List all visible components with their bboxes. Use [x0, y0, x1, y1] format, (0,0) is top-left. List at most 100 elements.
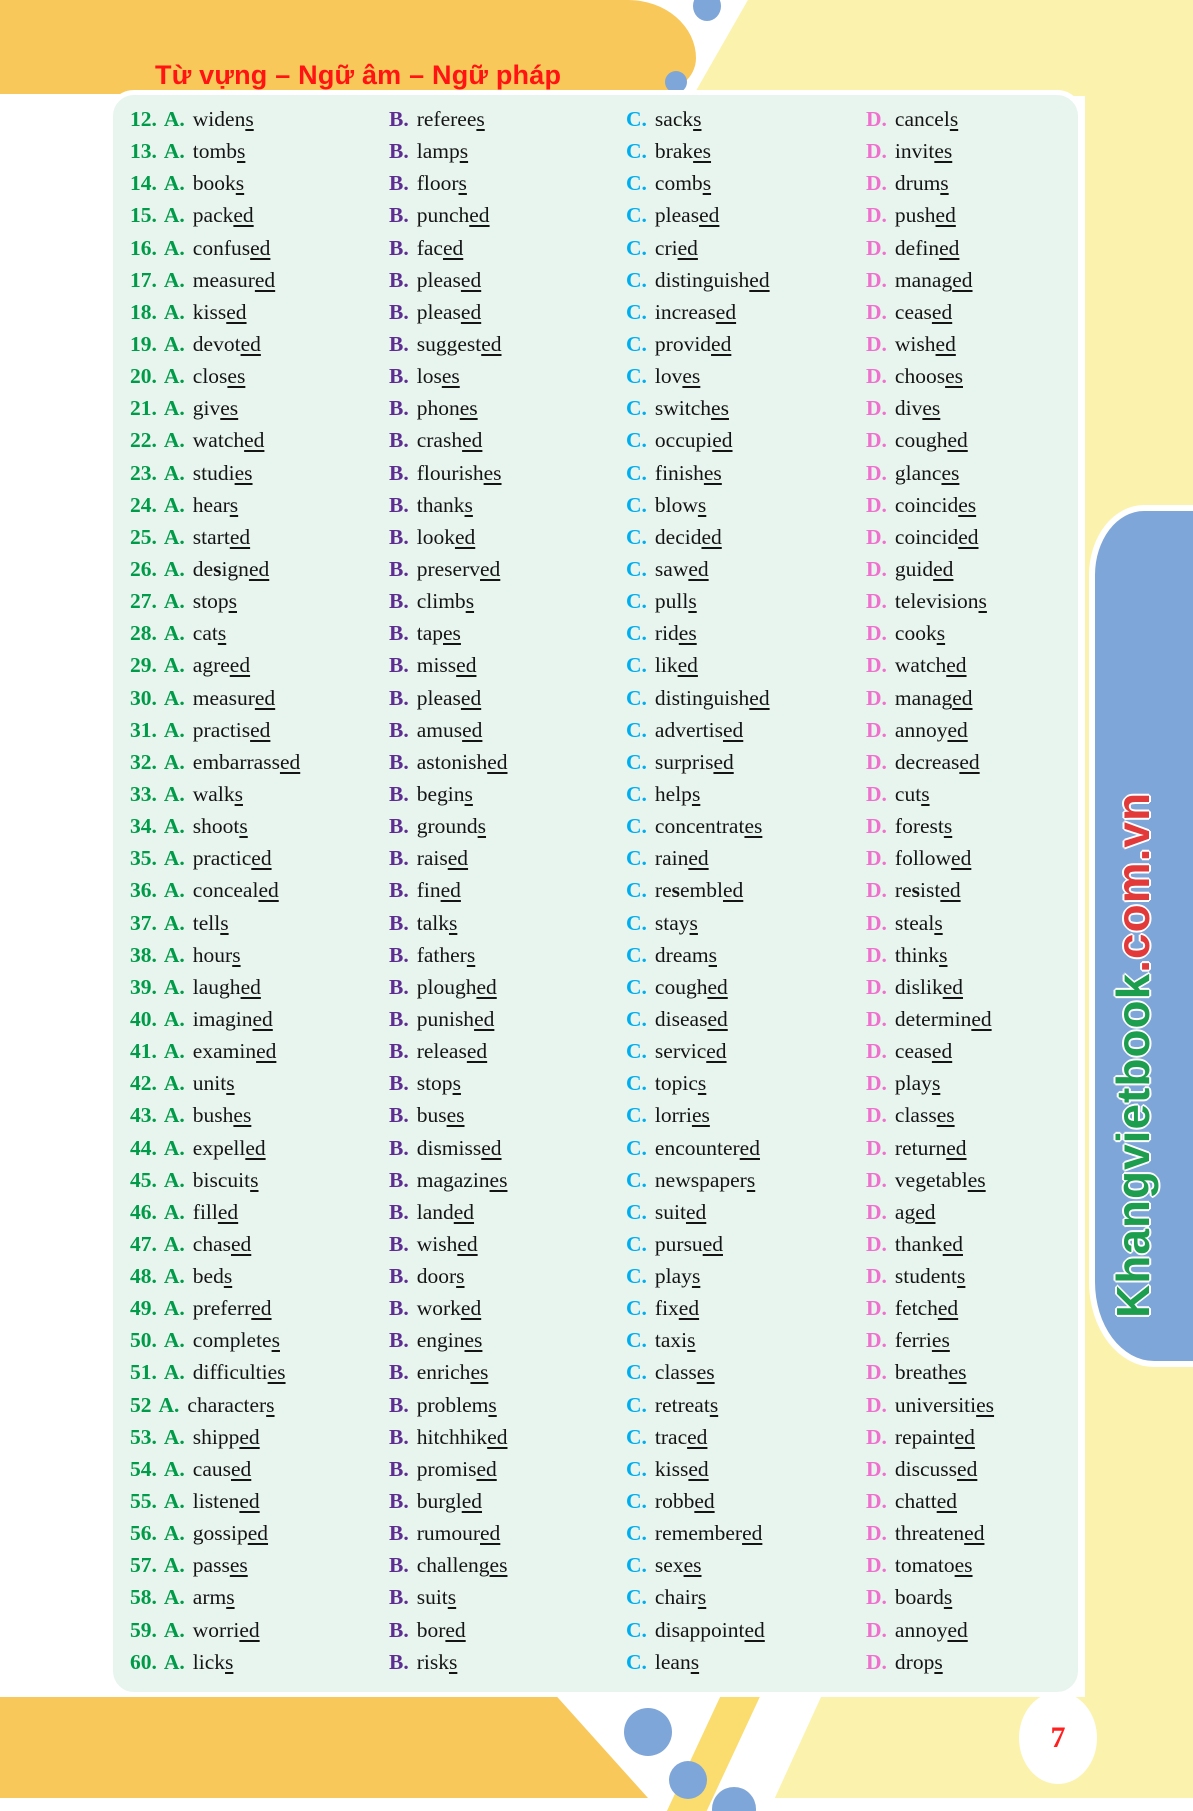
option-word: challenges	[416, 1553, 508, 1578]
option-cell: 22. A. watched	[130, 424, 389, 456]
option-label: A.	[163, 299, 185, 324]
option-cell: C. classes	[626, 1356, 866, 1388]
question-number: 22.	[130, 428, 157, 453]
option-label: D.	[866, 589, 887, 614]
option-word: managed	[894, 267, 973, 292]
option-label: A.	[163, 1103, 185, 1128]
option-word: ceased	[894, 299, 953, 324]
question-number: 21.	[130, 396, 157, 421]
question-row: 47. A. chased B. wished C. pursued D. thanked	[130, 1228, 1074, 1260]
question-row: 24. A. hears B. thanks C. blows D. coincides	[130, 489, 1074, 521]
option-cell: C. rides	[626, 617, 866, 649]
option-word: tombs	[192, 139, 246, 164]
option-word: sacks	[654, 107, 702, 131]
option-cell: D. discussed	[866, 1453, 1074, 1485]
option-cell: B. pleased	[389, 682, 626, 714]
option-cell: B. missed	[389, 649, 626, 681]
option-label: C.	[626, 814, 647, 839]
option-label: D.	[866, 942, 887, 967]
option-label: B.	[389, 814, 409, 839]
option-cell: 41. A. examined	[130, 1035, 389, 1067]
option-word: looked	[416, 524, 476, 549]
option-word: vegetables	[894, 1167, 986, 1192]
question-row: 50. A. completes B. engines C. taxis D. ferries	[130, 1324, 1074, 1356]
option-word: listened	[192, 1489, 260, 1514]
option-cell: D. aged	[866, 1196, 1074, 1228]
option-cell: C. brakes	[626, 135, 866, 167]
option-word: problems	[416, 1392, 497, 1417]
question-row: 55. A. listened B. burgled C. robbed D. chatted	[130, 1485, 1074, 1517]
option-label: A.	[163, 235, 185, 260]
question-number: 48.	[130, 1264, 157, 1289]
decorative-circle	[712, 1787, 756, 1811]
option-word: pursued	[654, 1231, 723, 1256]
question-number: 51.	[130, 1360, 157, 1385]
question-number: 46.	[130, 1199, 157, 1224]
question-row: 38. A. hours B. fathers C. dreams D. thinks	[130, 939, 1074, 971]
option-label: A.	[163, 1585, 185, 1610]
option-label: D.	[866, 1135, 887, 1160]
option-word: hears	[192, 492, 239, 517]
question-row: 49. A. preferred B. worked C. fixed D. fetched	[130, 1292, 1074, 1324]
option-label: B.	[389, 685, 409, 710]
option-label: B.	[389, 589, 409, 614]
option-label: C.	[626, 589, 647, 614]
option-cell: 42. A. units	[130, 1067, 389, 1099]
option-label: A.	[163, 1264, 185, 1289]
option-cell: C. fixed	[626, 1292, 866, 1324]
option-word: worried	[192, 1617, 260, 1642]
option-label: D.	[866, 1360, 887, 1385]
brand-vertical-text: Khangvietbook.com.vn	[1106, 792, 1160, 1318]
option-label: B.	[389, 1135, 409, 1160]
option-label: A.	[163, 492, 185, 517]
option-label: A.	[163, 814, 185, 839]
option-label: A.	[163, 1006, 185, 1031]
option-cell: 51. A. difficulties	[130, 1356, 389, 1388]
option-cell: B. grounds	[389, 810, 626, 842]
option-word: raised	[416, 846, 469, 871]
option-cell: 12. A. widens	[130, 103, 389, 135]
option-cell: D. defined	[866, 232, 1074, 264]
option-word: characters	[187, 1392, 275, 1417]
option-label: C.	[626, 1006, 647, 1031]
option-word: crashed	[416, 428, 483, 453]
question-row: 36. A. concealed B. fined C. resembled D. resist…	[130, 874, 1074, 906]
decorative-circle	[624, 1708, 672, 1756]
option-cell: 27. A. stops	[130, 585, 389, 617]
question-number: 13.	[130, 139, 157, 164]
option-label: B.	[389, 492, 409, 517]
option-label: D.	[866, 139, 887, 164]
option-word: classes	[894, 1103, 955, 1128]
option-label: A.	[163, 171, 185, 196]
question-number: 44.	[130, 1135, 157, 1160]
option-cell: B. floors	[389, 167, 626, 199]
option-word: remembered	[654, 1521, 763, 1546]
option-cell: D. wished	[866, 328, 1074, 360]
option-cell: C. pleased	[626, 199, 866, 231]
option-cell: D. universities	[866, 1389, 1074, 1421]
option-word: preferred	[192, 1296, 272, 1321]
option-cell: D. boards	[866, 1581, 1074, 1613]
option-label: C.	[626, 299, 647, 324]
option-word: universities	[894, 1392, 995, 1417]
option-cell: D. glances	[866, 457, 1074, 489]
option-word: stops	[416, 1071, 461, 1096]
option-label: C.	[626, 1521, 647, 1546]
question-number: 26.	[130, 556, 157, 581]
option-word: agreed	[192, 653, 251, 678]
option-cell: B. burgled	[389, 1485, 626, 1517]
option-word: packed	[192, 203, 254, 228]
option-label: A.	[163, 685, 185, 710]
option-cell: C. distinguished	[626, 264, 866, 296]
option-cell: C. chairs	[626, 1581, 866, 1613]
option-cell: D. drops	[866, 1646, 1074, 1678]
option-cell: B. worked	[389, 1292, 626, 1324]
option-cell: 47. A. chased	[130, 1228, 389, 1260]
option-cell: 56. A. gossiped	[130, 1517, 389, 1549]
option-label: A.	[163, 460, 185, 485]
option-cell: C. distinguished	[626, 682, 866, 714]
question-row: 13. A. tombs B. lamps C. brakes D. invites	[130, 135, 1074, 167]
question-row: 31. A. practised B. amused C. advertised D. anno…	[130, 714, 1074, 746]
option-cell: D. thanked	[866, 1228, 1074, 1260]
option-cell: 23. A. studies	[130, 457, 389, 489]
